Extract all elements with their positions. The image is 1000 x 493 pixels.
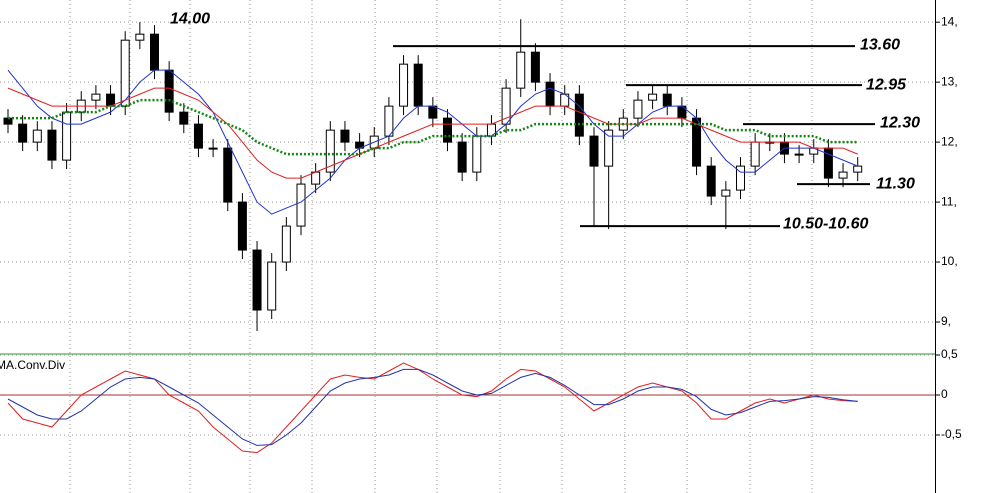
candle-body: [706, 165, 716, 197]
candle-body: [530, 51, 540, 83]
candle-body: [311, 171, 321, 185]
y-tick-label: 0: [941, 387, 948, 401]
candle-body: [443, 117, 452, 143]
candle-body: [62, 111, 72, 161]
candle-body: [223, 147, 233, 203]
candle-body: [267, 261, 277, 311]
level-label: 12.30: [880, 114, 920, 131]
y-tick-label: 12,: [941, 134, 958, 148]
y-tick-label: 9,: [941, 314, 951, 328]
candle-body: [252, 249, 262, 311]
y-tick-label: 0,5: [941, 347, 958, 361]
candle-body: [18, 123, 28, 143]
candle-body: [106, 93, 116, 107]
level-label: 14.00: [170, 10, 210, 27]
y-tick-label: 10,: [941, 254, 958, 268]
candle-body: [457, 141, 467, 173]
candle-body: [574, 93, 584, 137]
candle-body: [589, 135, 599, 167]
level-label: 11.30: [876, 175, 915, 192]
moving-average-line: [7, 69, 858, 215]
candle-body: [472, 135, 482, 173]
candle-body: [413, 63, 423, 107]
candle-body: [47, 129, 57, 161]
moving-average-line: [8, 98, 858, 156]
candle-body: [135, 33, 145, 41]
candle-body: [838, 171, 848, 179]
candle-body: [662, 93, 672, 107]
candle-body: [164, 69, 174, 113]
candle-body: [794, 153, 804, 156]
candle-body: [91, 93, 101, 101]
level-label: 12.95: [866, 76, 907, 93]
level-label: 13.60: [860, 36, 900, 53]
macd-line: [7, 368, 858, 446]
candle-body: [208, 147, 218, 150]
candle-body: [193, 123, 203, 149]
candle-body: [501, 87, 511, 125]
candle-body: [179, 111, 189, 125]
moving-average-line: [7, 87, 858, 179]
y-tick-label: -0,5: [941, 427, 962, 441]
candle-body: [150, 33, 159, 71]
candle-body: [648, 93, 658, 101]
candle-body: [32, 129, 42, 143]
y-tick-label: 14,: [941, 14, 958, 28]
candle-body: [428, 105, 438, 119]
candle-body: [545, 81, 555, 107]
candle-body: [340, 129, 350, 143]
candle-body: [296, 183, 306, 227]
macd-line: [7, 362, 858, 454]
y-tick-label: 11,: [941, 194, 957, 208]
candle-body: [750, 141, 760, 167]
candle-body: [237, 201, 247, 251]
candle-body: [120, 39, 130, 107]
panel-title: MA.Conv.Div: [0, 358, 65, 372]
candle-body: [721, 189, 731, 197]
candle-body: [633, 99, 643, 119]
y-tick-label: 13,: [941, 74, 958, 88]
candle-body: [399, 63, 409, 107]
candle-body: [281, 225, 291, 263]
candle-body: [604, 129, 614, 167]
candle-body: [736, 165, 745, 191]
candle-body: [384, 105, 394, 137]
candle-body: [853, 165, 863, 173]
level-label: 10.50-10.60: [783, 215, 869, 232]
candle-body: [516, 51, 526, 89]
candle-body: [325, 129, 335, 173]
